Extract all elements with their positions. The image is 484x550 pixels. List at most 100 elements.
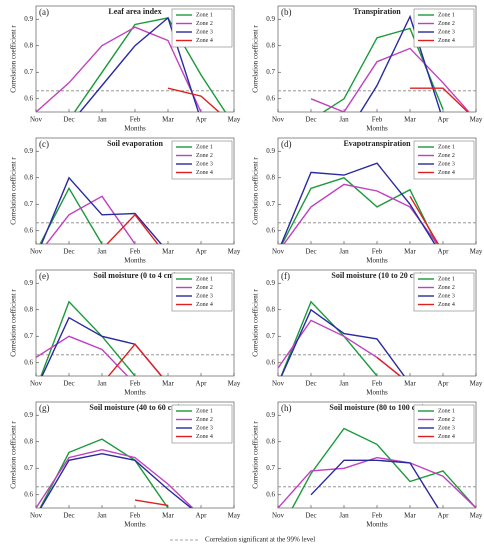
series-line [281,177,438,244]
x-tick-label: Jan [339,248,349,256]
x-tick-label: Apr [438,380,450,388]
y-axis-label: Correlation coefficient r [10,421,18,489]
x-tick-label: Dec [63,512,74,520]
panel-label: (b) [281,7,292,17]
x-tick-label: Apr [438,248,450,256]
series-group [278,300,406,376]
x-tick-label: Apr [196,248,208,256]
y-tick-label: 0.7 [24,464,33,472]
y-axis-label: Correlation coefficient r [252,421,260,489]
panel: 0.6 0.7 0.8 0.9 Nov Dec Jan Feb Mar Apr May Months C… [10,401,241,529]
y-tick-label: 0.8 [24,41,33,49]
legend-label: Zone 2 [438,153,455,159]
y-tick-label: 0.8 [266,305,275,313]
series-line [280,300,378,376]
series-line [39,452,193,508]
series-line [40,176,163,244]
x-tick-label: Mar [404,512,416,520]
x-tick-label: May [470,248,483,256]
panel-title: Evapotranspiration [343,139,411,148]
y-tick-label: 0.7 [24,68,33,76]
x-tick-label: May [228,512,241,520]
y-tick-label: 0.7 [266,332,275,340]
y-tick-label: 0.8 [24,437,33,445]
panel: 0.6 0.7 0.8 0.9 Nov Dec Jan Feb Mar Apr May Months C… [10,269,241,397]
x-tick-label: Mar [162,512,174,520]
series-line [280,308,406,376]
series-line [291,427,476,508]
y-tick-label: 0.6 [24,358,33,366]
series-line [167,87,221,112]
series-line [36,448,194,508]
panel-title: Soil moisture (10 to 20 cm) [331,271,423,280]
series-group [310,14,470,112]
legend-label: Zone 4 [438,38,455,44]
x-tick-label: May [228,380,241,388]
reference-legend-text: Correlation significant at the 99% level [205,536,315,544]
legend-label: Zone 3 [438,29,455,35]
series-line [278,456,476,508]
x-tick-label: Apr [196,512,208,520]
series-group [39,176,163,244]
y-tick-label: 0.7 [24,200,33,208]
x-tick-label: Feb [130,116,141,124]
x-tick-label: Mar [162,248,174,256]
y-tick-label: 0.8 [266,41,275,49]
y-tick-label: 0.9 [24,15,33,23]
panel-title: Leaf area index [108,7,161,16]
legend-label: Zone 4 [438,170,455,176]
y-tick-label: 0.8 [24,173,33,181]
panel-title: Soil evaporation [107,139,163,148]
y-tick-label: 0.9 [266,411,275,419]
legend-label: Zone 2 [196,21,213,27]
panel-label: (c) [39,139,49,149]
legend-label: Zone 1 [438,408,455,414]
series-line [106,213,159,244]
x-tick-label: Mar [404,116,416,124]
legend-label: Zone 1 [438,276,455,282]
x-tick-label: Feb [372,116,383,124]
y-tick-label: 0.8 [24,305,33,313]
series-line [310,47,470,112]
x-tick-label: Nov [272,512,285,520]
x-tick-label: Mar [162,380,174,388]
y-tick-label: 0.6 [266,226,275,234]
legend-label: Zone 3 [438,161,455,167]
x-tick-label: Apr [196,380,208,388]
x-tick-label: Dec [63,380,74,388]
y-tick-label: 0.9 [266,15,275,23]
x-axis-label: Months [366,389,388,397]
series-line [79,16,200,112]
series-line [40,300,136,376]
x-tick-label: Jan [97,116,107,124]
x-tick-label: Dec [305,248,316,256]
y-tick-label: 0.9 [24,279,33,287]
legend-label: Zone 3 [438,425,455,431]
panel-title: Soil moisture (40 to 60 cm) [89,403,181,412]
series-line [73,17,227,112]
y-tick-label: 0.8 [266,437,275,445]
legend-label: Zone 1 [196,12,213,18]
y-tick-label: 0.9 [24,411,33,419]
y-axis-label: Correlation coefficient r [252,157,260,225]
x-tick-label: Nov [272,116,285,124]
y-axis-label: Correlation coefficient r [10,25,18,93]
x-tick-label: May [228,116,241,124]
panel: 0.6 0.7 0.8 0.9 Nov Dec Jan Feb Mar Apr May Months C… [10,137,241,265]
legend-label: Zone 1 [196,408,213,414]
y-axis-label: Correlation coefficient r [10,157,18,225]
series-group [36,300,163,376]
x-axis-label: Months [366,521,388,529]
legend-label: Zone 1 [438,12,455,18]
series-line [359,14,442,112]
x-tick-label: Dec [305,512,316,520]
panel-label: (a) [39,7,49,17]
series-line [134,499,169,507]
x-tick-label: May [470,380,483,388]
legend-label: Zone 2 [438,21,455,27]
panel: 0.6 0.7 0.8 0.9 Nov Dec Jan Feb Mar Apr May Months C… [252,137,483,265]
y-tick-label: 0.7 [24,332,33,340]
panel-title: Soil moisture (0 to 4 cm) [93,271,177,280]
x-tick-label: Dec [63,248,74,256]
legend-label: Zone 3 [196,425,213,431]
